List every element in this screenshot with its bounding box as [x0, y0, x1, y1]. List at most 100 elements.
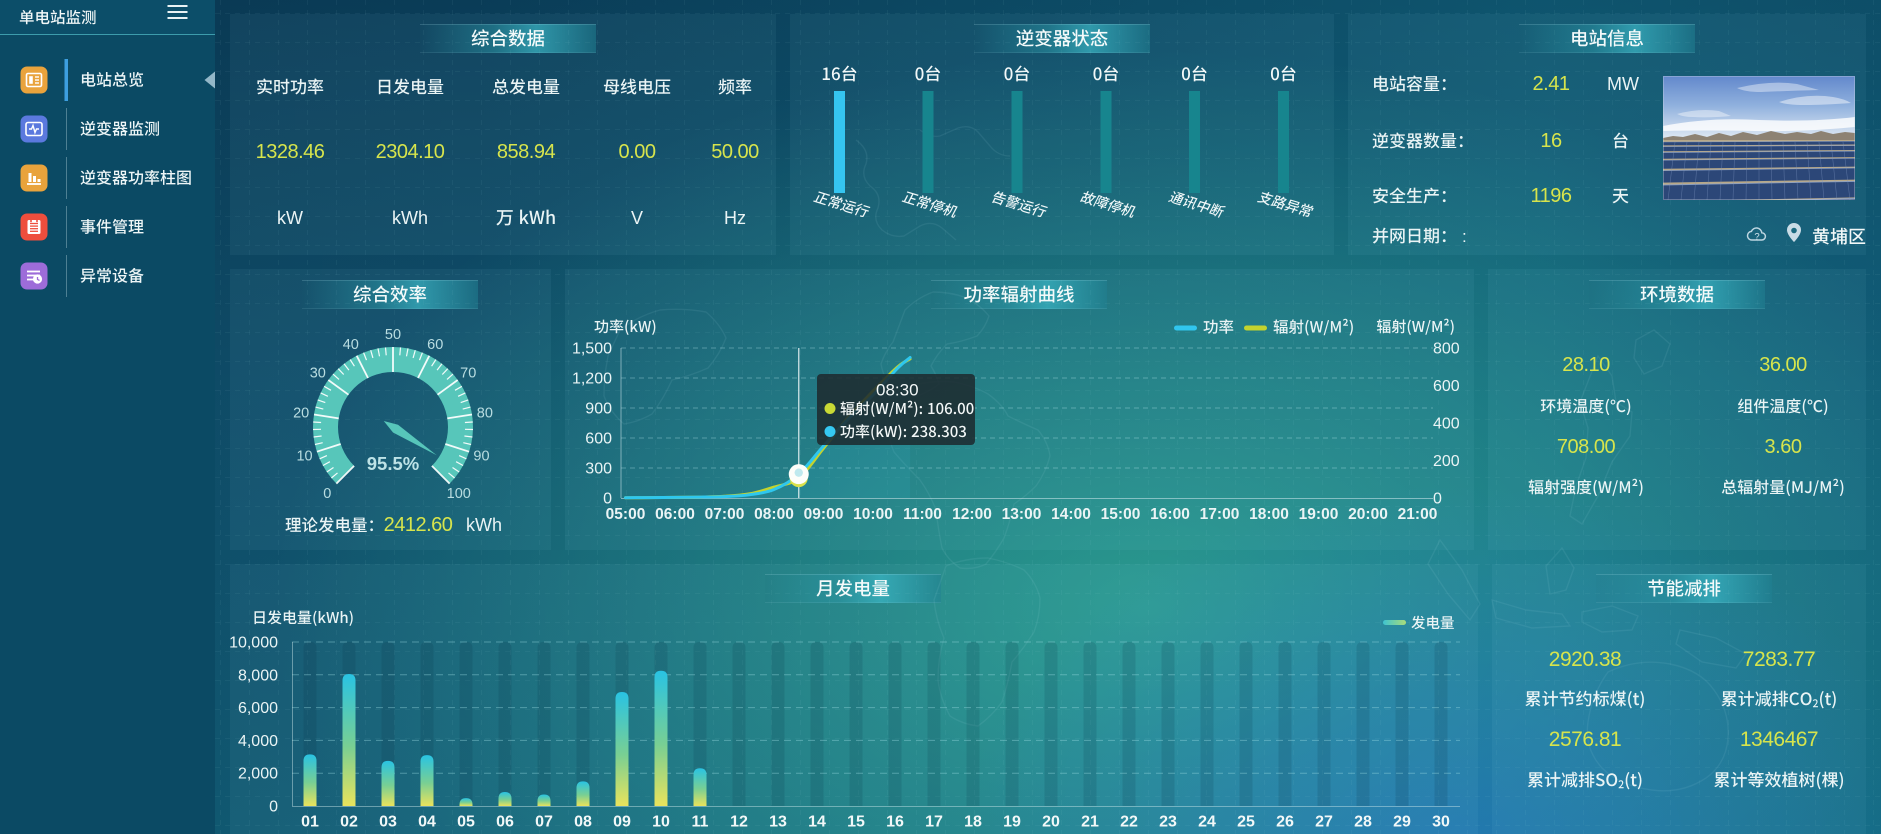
svg-text:0: 0: [269, 799, 278, 816]
svg-text:100: 100: [447, 486, 471, 502]
svg-text:kWh: kWh: [466, 515, 502, 535]
svg-text:4,000: 4,000: [238, 733, 278, 750]
svg-text:10: 10: [296, 449, 312, 465]
svg-text:0.00: 0.00: [619, 141, 656, 163]
svg-text:26: 26: [1276, 814, 1294, 831]
svg-text:20: 20: [293, 405, 309, 421]
svg-text:11: 11: [692, 814, 709, 831]
svg-text:7283.77: 7283.77: [1743, 648, 1815, 671]
svg-text:50: 50: [385, 327, 401, 343]
svg-text:24: 24: [1198, 814, 1216, 831]
svg-text:20:00: 20:00: [1348, 506, 1388, 523]
svg-text:kWh: kWh: [392, 208, 428, 228]
svg-text:10: 10: [652, 814, 670, 831]
svg-text:90: 90: [473, 449, 489, 465]
svg-text:70: 70: [460, 365, 476, 381]
svg-text:MW: MW: [1607, 74, 1639, 94]
svg-text:12:00: 12:00: [952, 506, 992, 523]
svg-text:1346467: 1346467: [1740, 728, 1818, 751]
svg-text:10:00: 10:00: [853, 506, 893, 523]
svg-text::: :: [1462, 227, 1467, 246]
svg-text:800: 800: [1433, 341, 1460, 358]
svg-text:8,000: 8,000: [238, 667, 278, 684]
svg-text:2304.10: 2304.10: [376, 141, 445, 163]
svg-text:2412.60: 2412.60: [384, 514, 453, 536]
svg-text:06:00: 06:00: [655, 506, 695, 523]
svg-text:09: 09: [613, 814, 631, 831]
svg-text:28.10: 28.10: [1562, 354, 1610, 376]
svg-text:12: 12: [730, 814, 748, 831]
svg-text:23: 23: [1159, 814, 1177, 831]
svg-text:08:00: 08:00: [754, 506, 794, 523]
svg-text:17: 17: [925, 814, 943, 831]
svg-text:2576.81: 2576.81: [1549, 728, 1621, 751]
svg-text:36.00: 36.00: [1759, 354, 1807, 376]
svg-text:05: 05: [457, 814, 475, 831]
svg-text:1196: 1196: [1530, 185, 1571, 207]
svg-text:11:00: 11:00: [903, 506, 942, 523]
svg-text:06: 06: [496, 814, 514, 831]
svg-text:3.60: 3.60: [1765, 436, 1802, 458]
svg-text:21:00: 21:00: [1398, 506, 1438, 523]
svg-text:60: 60: [427, 337, 443, 353]
svg-text:6,000: 6,000: [238, 700, 278, 717]
svg-text:04: 04: [418, 814, 436, 831]
svg-text:15: 15: [847, 814, 865, 831]
svg-text:29: 29: [1393, 814, 1411, 831]
svg-text:900: 900: [585, 401, 612, 418]
svg-text:2920.38: 2920.38: [1549, 648, 1621, 671]
svg-text:14: 14: [808, 814, 826, 831]
svg-text:kW: kW: [277, 208, 303, 228]
svg-text:14:00: 14:00: [1051, 506, 1091, 523]
svg-text:13:00: 13:00: [1002, 506, 1042, 523]
svg-text:19: 19: [1003, 814, 1021, 831]
svg-text:300: 300: [585, 461, 612, 478]
svg-text:Hz: Hz: [724, 208, 746, 228]
svg-text:V: V: [631, 208, 643, 228]
svg-text:17:00: 17:00: [1200, 506, 1240, 523]
svg-text:18:00: 18:00: [1249, 506, 1289, 523]
svg-text:95.5%: 95.5%: [367, 453, 419, 474]
svg-text:40: 40: [343, 337, 359, 353]
svg-text:08: 08: [574, 814, 592, 831]
svg-text:30: 30: [1432, 814, 1450, 831]
svg-text:30: 30: [310, 365, 326, 381]
svg-text:?: ?: [1754, 232, 1759, 243]
svg-text:01: 01: [301, 814, 319, 831]
svg-text:07: 07: [535, 814, 553, 831]
svg-text:0: 0: [1433, 491, 1442, 508]
svg-text:25: 25: [1237, 814, 1255, 831]
svg-text:20: 20: [1042, 814, 1060, 831]
svg-text:22: 22: [1120, 814, 1138, 831]
svg-text:13: 13: [769, 814, 787, 831]
svg-text:05:00: 05:00: [606, 506, 646, 523]
svg-text:15:00: 15:00: [1101, 506, 1141, 523]
svg-text:19:00: 19:00: [1299, 506, 1339, 523]
svg-text:80: 80: [477, 405, 493, 421]
svg-text:600: 600: [1433, 378, 1460, 395]
svg-text:16: 16: [886, 814, 904, 831]
svg-text:200: 200: [1433, 453, 1460, 470]
svg-text:16:00: 16:00: [1150, 506, 1190, 523]
svg-text:0: 0: [323, 486, 331, 502]
svg-text:07:00: 07:00: [705, 506, 745, 523]
svg-text:2,000: 2,000: [238, 766, 278, 783]
svg-text:09:00: 09:00: [804, 506, 844, 523]
svg-text:600: 600: [585, 431, 612, 448]
svg-text:1,500: 1,500: [572, 341, 612, 358]
svg-text:03: 03: [379, 814, 397, 831]
svg-text:18: 18: [964, 814, 982, 831]
svg-text:1328.46: 1328.46: [256, 141, 325, 163]
svg-text:21: 21: [1081, 814, 1099, 831]
svg-text:50.00: 50.00: [711, 141, 759, 163]
svg-text:28: 28: [1354, 814, 1372, 831]
svg-text:27: 27: [1315, 814, 1333, 831]
svg-text:858.94: 858.94: [497, 141, 556, 163]
svg-text:08:30: 08:30: [876, 381, 919, 400]
svg-text:1,200: 1,200: [572, 371, 612, 388]
svg-text:0: 0: [603, 491, 612, 508]
svg-text:10,000: 10,000: [229, 635, 278, 652]
svg-text:16: 16: [1540, 130, 1562, 152]
svg-text:400: 400: [1433, 416, 1460, 433]
svg-text:02: 02: [340, 814, 358, 831]
